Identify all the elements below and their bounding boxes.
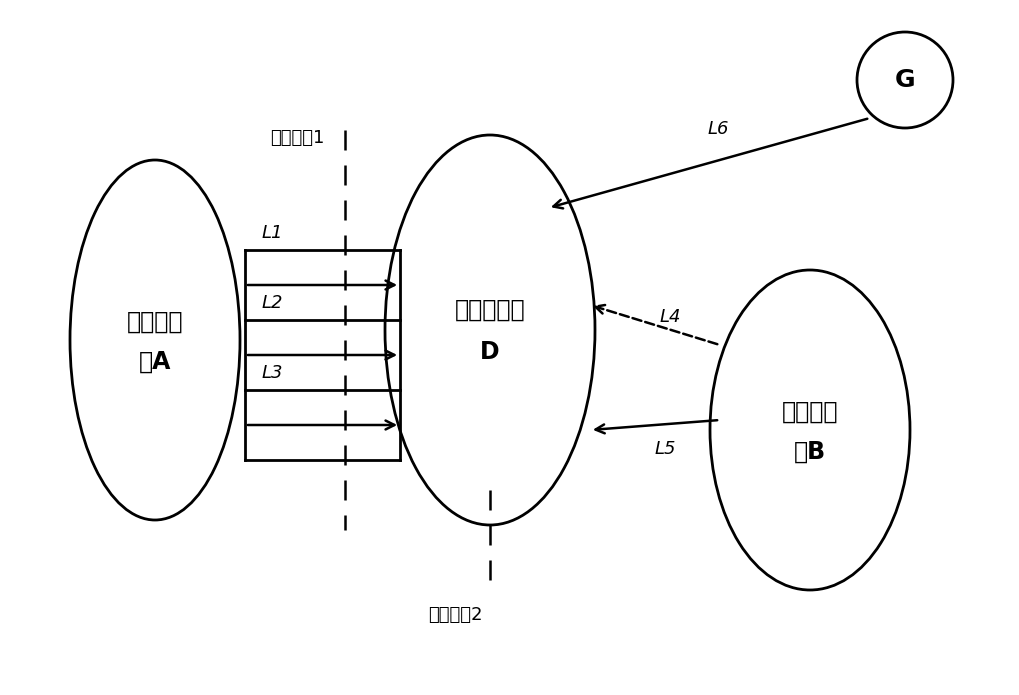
Text: 合A: 合A — [139, 350, 171, 374]
Text: L4: L4 — [659, 308, 681, 326]
Text: 负荷性聚合: 负荷性聚合 — [454, 298, 526, 322]
Text: L5: L5 — [654, 440, 676, 458]
Text: 输电断面1: 输电断面1 — [270, 129, 324, 147]
Text: L3: L3 — [262, 364, 283, 382]
Text: L2: L2 — [262, 294, 283, 312]
Text: 电源性聚: 电源性聚 — [782, 400, 839, 424]
Text: 输电断面2: 输电断面2 — [428, 606, 482, 624]
Text: L1: L1 — [262, 224, 283, 242]
Text: G: G — [895, 68, 915, 92]
Text: D: D — [480, 340, 499, 364]
Text: 电源性聚: 电源性聚 — [126, 310, 183, 334]
Text: L6: L6 — [707, 120, 729, 138]
Text: 合B: 合B — [794, 440, 826, 464]
